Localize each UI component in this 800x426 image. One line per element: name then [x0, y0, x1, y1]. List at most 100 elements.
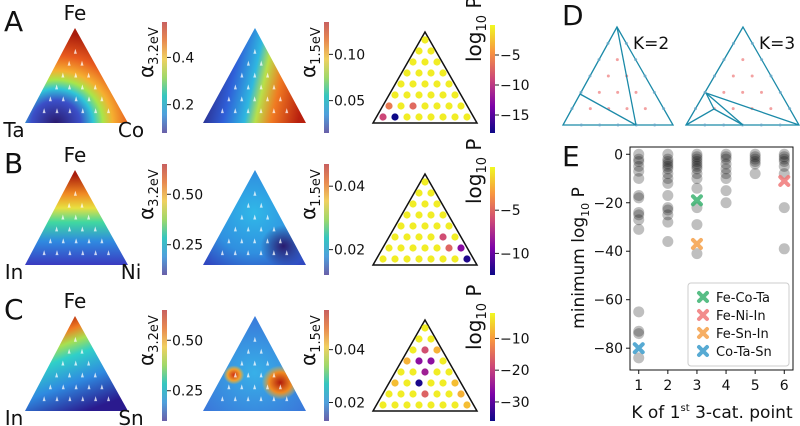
segment-line — [705, 92, 744, 126]
composition-point — [397, 244, 405, 252]
vertex-label-left: In — [5, 406, 24, 426]
colorbar-label: α1.5eV — [296, 315, 324, 366]
arrow-glyph — [48, 96, 52, 102]
composition-point — [421, 324, 429, 332]
x-tick-label: 3 — [692, 378, 701, 394]
colorbar-tick-label: 0.02 — [334, 243, 365, 259]
composition-point — [409, 80, 417, 88]
arrow-glyph — [259, 60, 263, 66]
interior-point — [643, 107, 647, 111]
legend-marker — [697, 345, 709, 357]
arrow-glyph — [74, 96, 78, 102]
arrow-glyph — [73, 336, 77, 342]
y-tick-label: 0 — [614, 147, 623, 163]
panel-letter: A — [4, 5, 23, 38]
composition-point — [427, 335, 435, 343]
legend-label: Fe-Ni-In — [716, 309, 766, 324]
composition-point — [391, 379, 399, 387]
composition-point — [391, 401, 399, 409]
edge-point — [788, 107, 792, 111]
data-point — [720, 163, 732, 175]
colorbar-label: log10 P — [462, 285, 490, 350]
data-point — [633, 223, 645, 235]
composition-point — [427, 357, 435, 365]
arrow-glyph — [253, 96, 257, 102]
ternary-plot-3 — [371, 318, 479, 412]
data-point — [720, 173, 732, 185]
composition-point — [433, 390, 441, 398]
arrow-glyph — [68, 396, 72, 402]
composition-point — [433, 200, 441, 208]
ternary-plot-2 — [203, 316, 306, 411]
arrow-glyph — [107, 396, 110, 402]
arrow-glyph — [233, 108, 237, 114]
data-point — [778, 153, 790, 165]
composition-point — [409, 346, 417, 354]
data-point — [662, 173, 674, 185]
arrow-glyph — [87, 238, 91, 244]
label-sub: 1.5eV — [309, 169, 324, 207]
arrow-glyph — [48, 238, 52, 244]
colorbar-1: 0.25 0.50 α3.2eV — [134, 310, 203, 421]
arrow-glyph — [246, 348, 250, 354]
composition-point — [427, 113, 435, 121]
y-tick-label: −40 — [593, 244, 623, 260]
arrow-glyph — [73, 48, 77, 54]
arrow-glyph — [100, 238, 104, 244]
vertex-label-top: Fe — [64, 1, 87, 25]
composition-point — [463, 113, 471, 121]
data-point — [720, 185, 732, 197]
composition-point — [409, 244, 417, 252]
data-point — [662, 202, 674, 214]
arrow-glyph — [266, 214, 270, 220]
arrow-glyph — [74, 72, 78, 78]
edge-point — [703, 123, 707, 127]
colorbar-tick-label: −10 — [500, 331, 530, 347]
arrow-glyph — [68, 226, 71, 232]
x-label-tail: 3-cat. point — [690, 403, 793, 423]
data-point — [662, 209, 674, 221]
data-point — [749, 156, 761, 168]
data-point — [720, 153, 732, 165]
arrow-glyph — [240, 360, 244, 366]
arrow-glyph — [220, 108, 224, 114]
arrow-glyph — [93, 372, 97, 378]
data-point — [633, 209, 645, 221]
arrow-glyph — [107, 108, 110, 114]
arrow-glyph — [259, 202, 263, 208]
arrow-glyph — [100, 384, 104, 390]
arrow-glyph — [246, 226, 250, 232]
data-point — [720, 197, 732, 209]
panel-d: D K=2 K=3 — [561, 0, 800, 127]
arrow-glyph — [240, 214, 244, 220]
data-point — [633, 192, 645, 204]
composition-point — [397, 80, 405, 88]
edge-point — [750, 41, 754, 45]
highlight-point — [632, 342, 645, 355]
interior-point — [750, 74, 754, 78]
edge-point — [570, 107, 574, 111]
composition-point — [457, 390, 465, 398]
colorbar-gradient — [490, 313, 495, 421]
edge-point — [606, 41, 610, 45]
composition-point — [445, 80, 453, 88]
data-point — [662, 156, 674, 168]
composition-point — [439, 233, 447, 241]
segment-line — [685, 92, 715, 126]
k-label: K=3 — [759, 34, 795, 54]
colorbar-tick-label: −20 — [500, 363, 530, 379]
composition-point — [403, 255, 411, 263]
edge-point — [579, 90, 583, 94]
panel-letter: E — [562, 140, 580, 173]
arrow-glyph — [246, 202, 250, 208]
arrow-glyph — [240, 96, 244, 102]
arrow-glyph — [259, 396, 263, 402]
edge-point — [653, 123, 657, 127]
arrow-glyph — [87, 360, 91, 366]
colorbar-label: log10 P — [462, 139, 490, 204]
edge-point — [760, 58, 764, 62]
